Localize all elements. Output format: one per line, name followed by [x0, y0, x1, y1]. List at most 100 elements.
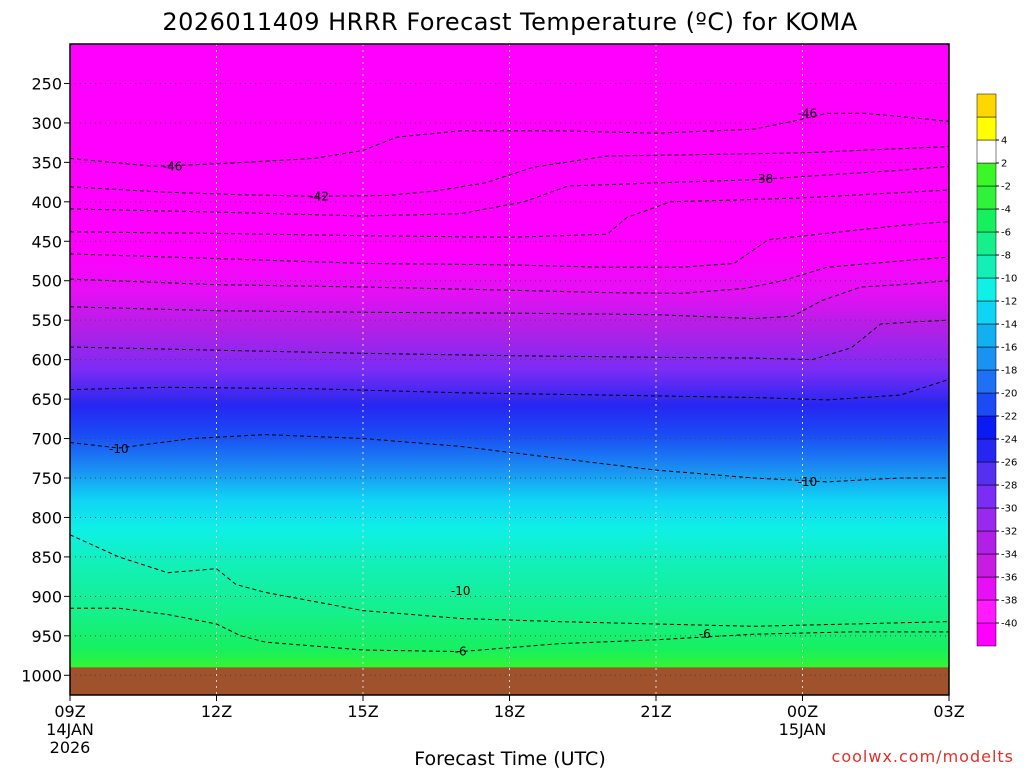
colorbar-swatch	[976, 93, 997, 118]
colorbar-label: -40	[1001, 619, 1017, 630]
colorbar-swatch	[976, 254, 997, 279]
colorbar-swatch	[976, 461, 997, 486]
colorbar-label: -28	[1001, 481, 1017, 492]
y-tick-label: 450	[31, 232, 62, 251]
colorbar-label: -36	[1001, 573, 1017, 584]
x-tick-label: 18Z	[494, 702, 525, 721]
y-tick-label: 650	[31, 390, 62, 409]
x-tick-label: 12Z	[201, 702, 232, 721]
contour-label: -6	[699, 627, 711, 641]
isotherm-contour	[70, 112, 949, 167]
contour-label: -10	[451, 584, 471, 598]
chart-title: 2026011409 HRRR Forecast Temperature (ºC…	[162, 8, 857, 36]
colorbar-legend: -40-38-36-34-32-30-28-26-24-22-20-18-16-…	[976, 93, 1017, 647]
colorbar-swatch	[976, 438, 997, 463]
colorbar-label: -26	[1001, 458, 1017, 469]
isotherm-contour	[70, 534, 949, 627]
y-tick-label: 800	[31, 508, 62, 527]
contour-label: -38	[754, 172, 774, 186]
y-tick-label: 600	[31, 351, 62, 370]
y-tick-label: 1000	[21, 666, 62, 685]
x-tick-year-label: 2026	[50, 738, 91, 757]
colorbar-label: -32	[1001, 527, 1017, 538]
isotherm-contour	[70, 189, 949, 238]
y-tick-label: 300	[31, 114, 62, 133]
x-tick-date-label: 15JAN	[779, 720, 827, 739]
y-tick-label: 950	[31, 627, 62, 646]
y-tick-label: 350	[31, 153, 62, 172]
colorbar-label: -22	[1001, 412, 1017, 423]
colorbar-label: -2	[1001, 182, 1011, 193]
colorbar-label: -30	[1001, 504, 1017, 515]
y-tick-label: 500	[31, 272, 62, 291]
colorbar-label: 2	[1001, 159, 1007, 170]
colorbar-swatch	[976, 599, 997, 624]
isotherm-contour	[70, 165, 949, 217]
colorbar-label: 4	[1001, 136, 1007, 147]
y-tick-label: 900	[31, 587, 62, 606]
x-tick-label: 21Z	[640, 702, 671, 721]
plot-area: -46 -42 -38 -46 -10 -10 -10 -6 -6	[70, 44, 949, 695]
contour-label: -6	[455, 645, 467, 659]
isotherm-contour	[70, 256, 949, 294]
isotherm-contours	[70, 112, 949, 653]
colorbar-swatch	[976, 484, 997, 509]
colorbar-swatch	[976, 277, 997, 302]
y-tick-label: 550	[31, 311, 62, 330]
x-tick-label: 09Z	[54, 702, 85, 721]
y-tick-label: 250	[31, 74, 62, 93]
colorbar-swatch	[976, 530, 997, 555]
contour-label: -46	[163, 159, 183, 173]
colorbar-swatch	[976, 346, 997, 371]
colorbar-swatch	[976, 622, 997, 647]
x-tick-label: 00Z	[787, 702, 818, 721]
contour-labels: -46 -42 -38 -46 -10 -10 -10 -6 -6	[109, 106, 817, 658]
colorbar-label: -6	[1001, 228, 1011, 239]
colorbar-swatch	[976, 323, 997, 348]
y-axis: 250 300 350 400 450 500 550 600 650 700 750 800 850 9…	[21, 74, 70, 685]
colorbar-swatch	[976, 300, 997, 325]
y-tick-label: 400	[31, 193, 62, 212]
colorbar-swatch	[976, 116, 997, 141]
isotherm-contour	[70, 607, 949, 653]
colorbar-swatch	[976, 369, 997, 394]
y-tick-label: 700	[31, 430, 62, 449]
colorbar-swatch	[976, 576, 997, 601]
colorbar-swatch	[976, 139, 997, 164]
credit-text: coolwx.com/modelts	[832, 747, 1014, 766]
colorbar-swatch	[976, 162, 997, 187]
colorbar-label: -16	[1001, 343, 1017, 354]
colorbar-label: -20	[1001, 389, 1017, 400]
colorbar-swatch	[976, 392, 997, 417]
contour-label: -46	[798, 106, 818, 120]
colorbar-label: -4	[1001, 205, 1011, 216]
contour-label: -10	[798, 475, 818, 489]
colorbar-label: -10	[1001, 274, 1017, 285]
contour-label: -42	[309, 189, 329, 203]
colorbar-swatch	[976, 415, 997, 440]
colorbar-label: -12	[1001, 297, 1017, 308]
colorbar-label: -14	[1001, 320, 1017, 331]
colorbar-label: -8	[1001, 251, 1011, 262]
colorbar-label: -24	[1001, 435, 1017, 446]
colorbar-label: -34	[1001, 550, 1017, 561]
colorbar-swatch	[976, 553, 997, 578]
colorbar-label: -38	[1001, 596, 1017, 607]
x-tick-date-label: 14JAN	[46, 720, 94, 739]
isotherm-contour	[70, 434, 949, 483]
x-tick-label: 03Z	[933, 702, 964, 721]
isotherm-contour	[70, 378, 949, 401]
colorbar-swatch	[976, 507, 997, 532]
y-tick-label: 850	[31, 548, 62, 567]
colorbar-swatch	[976, 185, 997, 210]
x-axis-title: Forecast Time (UTC)	[414, 748, 605, 768]
y-tick-label: 750	[31, 469, 62, 488]
isotherm-contour	[70, 221, 949, 268]
colorbar-label: -18	[1001, 366, 1017, 377]
contour-label: -10	[109, 442, 129, 456]
colorbar-swatch	[976, 231, 997, 256]
isotherm-contour	[70, 146, 949, 197]
x-tick-label: 15Z	[347, 702, 378, 721]
